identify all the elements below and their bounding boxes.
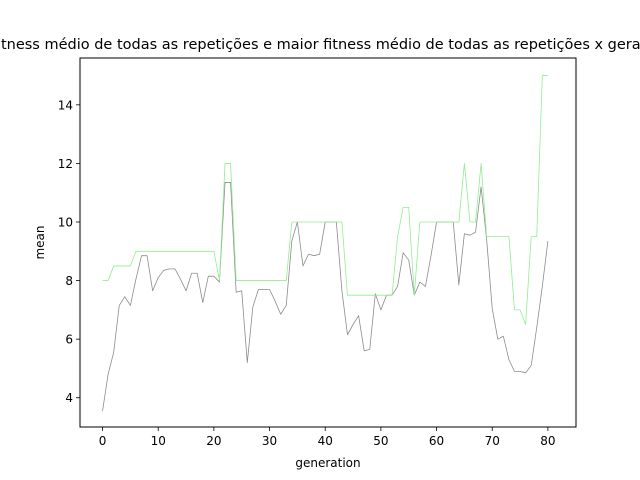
y-tick-label: 12 — [58, 157, 73, 171]
x-tick-label: 10 — [151, 434, 166, 448]
plot-area — [102, 75, 549, 411]
x-tick-label: 0 — [99, 434, 107, 448]
x-tick-label: 60 — [429, 434, 444, 448]
x-axis-label: generation — [295, 456, 360, 470]
y-tick-label: 14 — [58, 98, 73, 112]
x-tick-label: 40 — [318, 434, 333, 448]
x-tick-label: 30 — [262, 434, 277, 448]
x-tick-label: 20 — [206, 434, 221, 448]
y-axis-label: mean — [33, 225, 47, 259]
y-tick-label: 8 — [65, 274, 73, 288]
axis-ticks: 0 10 20 30 40 50 60 70 80 4 6 8 10 12 14 — [58, 98, 556, 448]
y-tick-label: 10 — [58, 216, 73, 230]
y-tick-label: 4 — [65, 391, 73, 405]
axes-frame — [79, 57, 577, 428]
x-tick-label: 70 — [485, 434, 500, 448]
y-tick-label: 6 — [65, 333, 73, 347]
series-line-2 — [102, 75, 548, 325]
x-tick-label: 80 — [540, 434, 555, 448]
chart-title: Fitness médio de todas as repetições e m… — [0, 37, 640, 53]
x-tick-label: 50 — [373, 434, 388, 448]
